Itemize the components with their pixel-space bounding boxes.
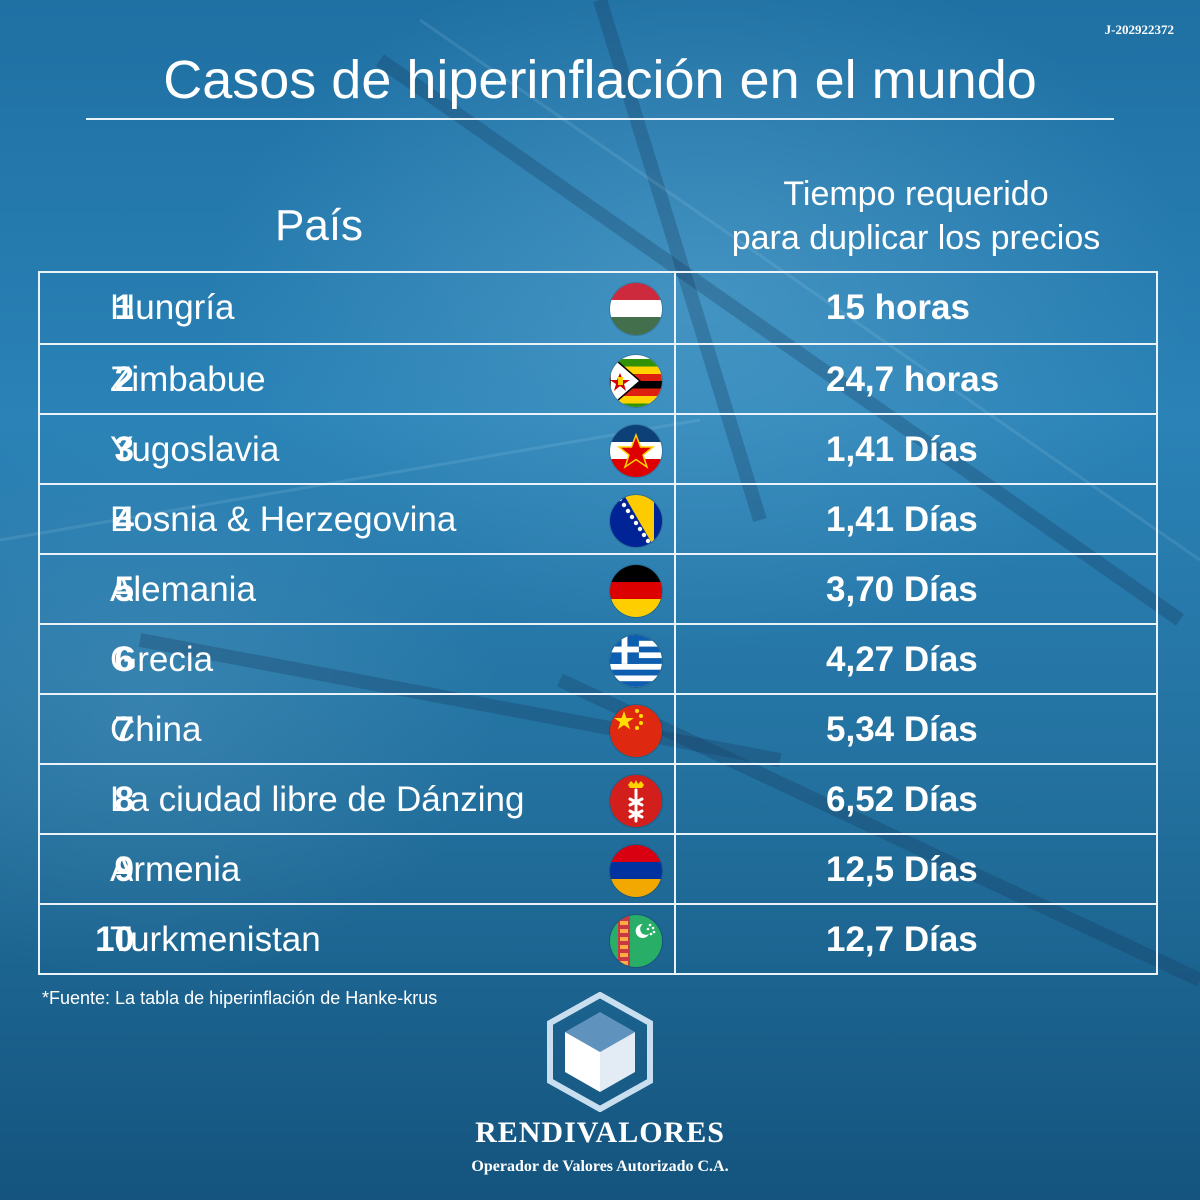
title-divider <box>86 118 1114 120</box>
rank-number: 5 <box>114 570 134 609</box>
time-cell: 4,27 Días <box>676 625 1156 693</box>
country-cell: 10 Turkmenistan <box>40 905 676 973</box>
country-name: Hungría <box>110 288 235 327</box>
country-column-header: País <box>275 201 364 250</box>
country-name: Zimbabue <box>110 360 266 399</box>
bosnia-flag-icon <box>610 495 662 547</box>
rank-number: 7 <box>114 710 134 749</box>
time-cell: 5,34 Días <box>676 695 1156 763</box>
germany-flag-icon <box>610 565 662 617</box>
country-cell: 9 Armenia <box>40 835 676 903</box>
time-cell: 24,7 horas <box>676 345 1156 413</box>
rank-number: 9 <box>114 850 134 889</box>
time-column-header: Tiempo requerido para duplicar los preci… <box>676 172 1156 260</box>
table-row: 2 Zimbabue 24,7 horas <box>40 343 1156 413</box>
time-value: 1,41 Días <box>826 500 978 539</box>
time-value: 6,52 Días <box>826 780 978 819</box>
time-cell: 12,7 Días <box>676 905 1156 973</box>
turkmenistan-flag-icon <box>610 915 662 967</box>
rank-number: 10 <box>95 920 134 959</box>
time-value: 12,7 Días <box>826 920 978 959</box>
time-value: 1,41 Días <box>826 430 978 469</box>
country-name: Yugoslavia <box>110 430 280 469</box>
yugoslavia-flag-icon <box>610 425 662 477</box>
armenia-flag-icon <box>610 845 662 897</box>
country-name: Grecia <box>110 640 214 679</box>
country-name: Armenia <box>110 850 241 889</box>
time-value: 4,27 Días <box>826 640 978 679</box>
time-cell: 12,5 Días <box>676 835 1156 903</box>
country-cell: 2 Zimbabue <box>40 345 676 413</box>
time-header-line-2: para duplicar los precios <box>731 219 1101 257</box>
country-cell: 7 China <box>40 695 676 763</box>
country-name: Turkmenistan <box>110 920 321 959</box>
table-row: 6 Grecia 4,27 Días <box>40 623 1156 693</box>
country-name: China <box>110 710 202 749</box>
danzig-flag-icon <box>610 775 662 827</box>
table-row: 8 La ciudad libre de Dánzing 6,52 Día <box>40 763 1156 833</box>
country-cell: 8 La ciudad libre de Dánzing <box>40 765 676 833</box>
time-header-line-1: Tiempo requerido <box>783 175 1049 213</box>
registration-code: J-202922372 <box>1104 22 1174 37</box>
rank-number: 8 <box>114 780 134 819</box>
country-cell: 5 Alemania <box>40 555 676 623</box>
cube-logo-icon <box>545 991 655 1113</box>
page-title: Casos de hiperinflación en el mundo <box>163 50 1037 110</box>
time-value: 3,70 Días <box>826 570 978 609</box>
time-value: 5,34 Días <box>826 710 978 749</box>
table-row: 1 Hungría 15 horas <box>40 273 1156 343</box>
time-value: 15 horas <box>826 288 970 327</box>
rank-number: 3 <box>114 430 134 469</box>
table-row: 10 Turkmenistan <box>40 903 1156 973</box>
time-cell: 6,52 Días <box>676 765 1156 833</box>
source-note: *Fuente: La tabla de hiperinflación de H… <box>42 988 438 1008</box>
country-cell: 4 Bosnia & Herzegovina <box>40 485 676 553</box>
rank-number: 2 <box>114 360 134 399</box>
table-row: 7 China 5,34 Días <box>40 693 1156 763</box>
country-cell: 6 Grecia <box>40 625 676 693</box>
time-cell: 15 horas <box>676 273 1156 343</box>
time-cell: 3,70 Días <box>676 555 1156 623</box>
time-cell: 1,41 Días <box>676 485 1156 553</box>
country-cell: 3 Yugoslavia <box>40 415 676 483</box>
china-flag-icon <box>610 705 662 757</box>
country-cell: 1 Hungría <box>40 273 676 343</box>
greece-flag-icon <box>610 635 662 687</box>
table-row: 4 Bosnia & Herzegovina 1,41 Días <box>40 483 1156 553</box>
zimbabwe-flag-icon <box>610 355 662 407</box>
time-value: 12,5 Días <box>826 850 978 889</box>
hyperinflation-table: 1 Hungría 15 horas 2 Zimbabue <box>38 271 1158 975</box>
rank-number: 1 <box>114 288 134 327</box>
country-name: Alemania <box>110 570 256 609</box>
country-name: La ciudad libre de Dánzing <box>110 780 525 819</box>
hungary-flag-icon <box>610 283 662 335</box>
brand-tagline: Operador de Valores Autorizado C.A. <box>471 1158 729 1175</box>
rank-number: 4 <box>114 500 134 539</box>
country-name: Bosnia & Herzegovina <box>110 500 457 539</box>
rank-number: 6 <box>114 640 134 679</box>
table-row: 9 Armenia 12,5 Días <box>40 833 1156 903</box>
table-row: 5 Alemania 3,70 Días <box>40 553 1156 623</box>
brand-name: RENDIVALORES <box>475 1116 725 1149</box>
time-value: 24,7 horas <box>826 360 1000 399</box>
table-row: 3 Yugoslavia 1,41 Días <box>40 413 1156 483</box>
time-cell: 1,41 Días <box>676 415 1156 483</box>
